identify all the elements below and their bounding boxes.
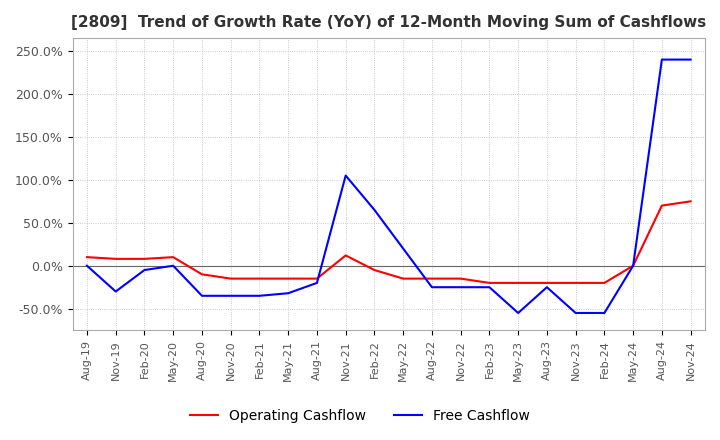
Free Cashflow (399, 246, 408, 251)
Free Cashflow (226, 293, 235, 298)
Line: Operating Cashflow: Operating Cashflow (87, 202, 690, 283)
Free Cashflow (428, 285, 436, 290)
Free Cashflow (140, 268, 149, 273)
Operating Cashflow (284, 276, 292, 281)
Free Cashflow (83, 263, 91, 268)
Free Cashflow (485, 285, 494, 290)
Free Cashflow (543, 285, 552, 290)
Free Cashflow (169, 263, 178, 268)
Legend: Operating Cashflow, Free Cashflow: Operating Cashflow, Free Cashflow (185, 403, 535, 429)
Operating Cashflow (686, 199, 695, 204)
Free Cashflow (456, 285, 465, 290)
Operating Cashflow (657, 203, 666, 208)
Operating Cashflow (197, 271, 206, 277)
Free Cashflow (312, 280, 321, 286)
Operating Cashflow (370, 268, 379, 273)
Free Cashflow (197, 293, 206, 298)
Free Cashflow (572, 310, 580, 315)
Free Cashflow (370, 207, 379, 213)
Operating Cashflow (629, 263, 637, 268)
Operating Cashflow (514, 280, 523, 286)
Operating Cashflow (572, 280, 580, 286)
Free Cashflow (112, 289, 120, 294)
Operating Cashflow (399, 276, 408, 281)
Operating Cashflow (226, 276, 235, 281)
Free Cashflow (629, 263, 637, 268)
Free Cashflow (657, 57, 666, 62)
Operating Cashflow (341, 253, 350, 258)
Line: Free Cashflow: Free Cashflow (87, 59, 690, 313)
Free Cashflow (686, 57, 695, 62)
Free Cashflow (255, 293, 264, 298)
Operating Cashflow (169, 254, 178, 260)
Operating Cashflow (140, 256, 149, 261)
Operating Cashflow (456, 276, 465, 281)
Operating Cashflow (312, 276, 321, 281)
Free Cashflow (284, 290, 292, 296)
Operating Cashflow (255, 276, 264, 281)
Free Cashflow (341, 173, 350, 178)
Operating Cashflow (600, 280, 608, 286)
Operating Cashflow (112, 256, 120, 261)
Free Cashflow (514, 310, 523, 315)
Operating Cashflow (485, 280, 494, 286)
Title: [2809]  Trend of Growth Rate (YoY) of 12-Month Moving Sum of Cashflows: [2809] Trend of Growth Rate (YoY) of 12-… (71, 15, 706, 30)
Operating Cashflow (543, 280, 552, 286)
Operating Cashflow (428, 276, 436, 281)
Operating Cashflow (83, 254, 91, 260)
Free Cashflow (600, 310, 608, 315)
